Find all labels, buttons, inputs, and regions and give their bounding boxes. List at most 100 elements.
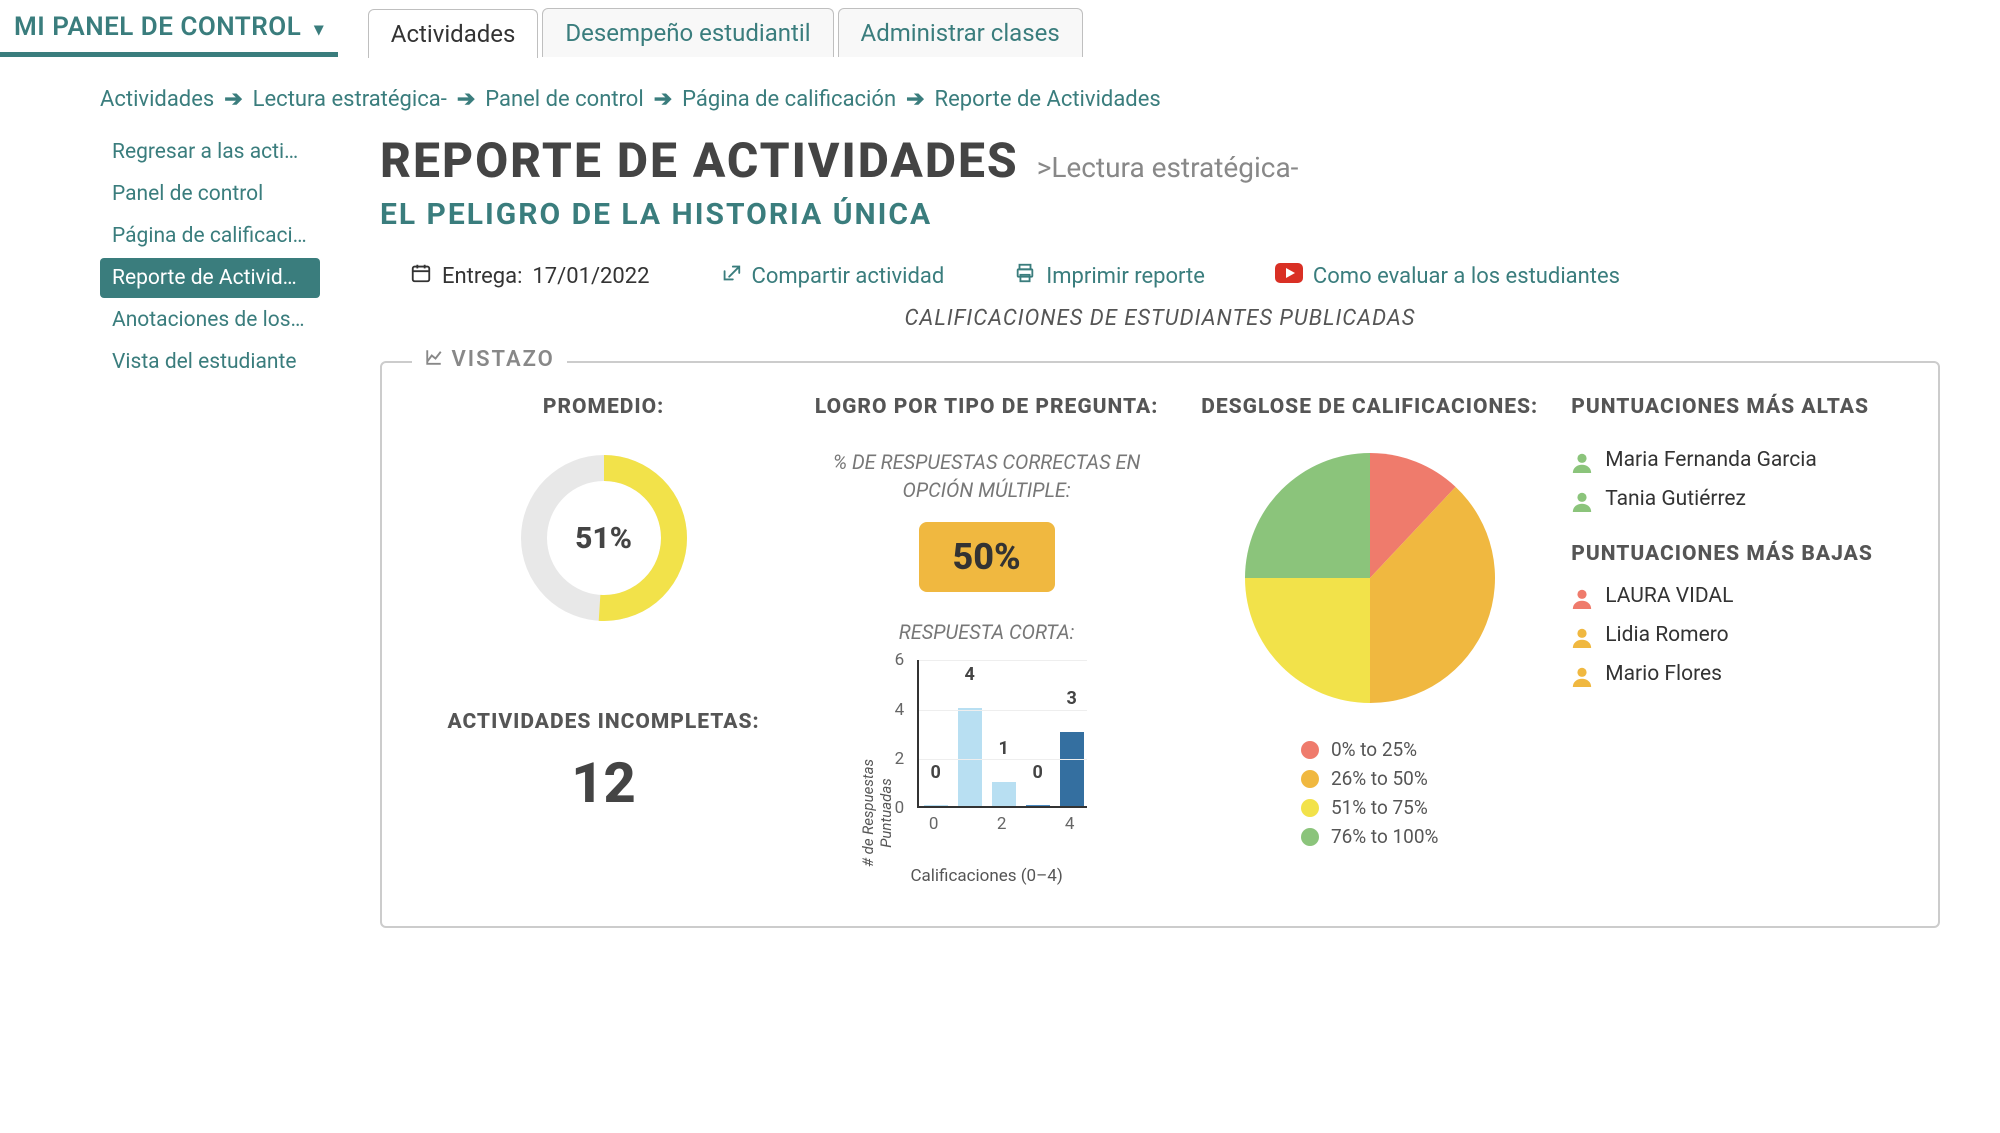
page-title: REPORTE DE ACTIVIDADES — [380, 132, 1019, 189]
bar-ytick: 2 — [895, 749, 905, 769]
share-label: Compartir actividad — [752, 264, 945, 289]
bar — [1060, 732, 1084, 806]
breadcrumb-item[interactable]: Panel de control — [485, 87, 643, 112]
mc-badge: 50% — [919, 522, 1055, 592]
breadcrumb-item[interactable]: Página de calificación — [682, 87, 896, 112]
person-icon — [1571, 587, 1593, 609]
short-response-label: RESPUESTA CORTA: — [899, 620, 1075, 644]
col-scores: PUNTUACIONES MÁS ALTAS Maria Fernanda Ga… — [1571, 393, 1898, 886]
student-name: Mario Flores — [1605, 662, 1722, 686]
sidebar-item[interactable]: Regresar a las activid… — [100, 132, 320, 172]
bar-ylabel: # de Respuestas Puntuadas — [859, 738, 895, 888]
student-item[interactable]: Mario Flores — [1571, 662, 1733, 687]
pie-slice — [1245, 578, 1370, 703]
chart-line-icon — [424, 347, 451, 372]
bar-value-label: 3 — [1066, 688, 1076, 709]
legend-label: 76% to 100% — [1331, 825, 1439, 848]
legend-swatch — [1301, 799, 1319, 817]
youtube-icon — [1275, 263, 1303, 289]
print-icon — [1014, 262, 1036, 290]
due-value: 17/01/2022 — [532, 264, 649, 289]
arrow-right-icon: ➔ — [906, 87, 924, 112]
person-icon — [1571, 490, 1593, 512]
legend-label: 0% to 25% — [1331, 738, 1417, 761]
bar-value-label: 0 — [1032, 762, 1042, 783]
help-video-button[interactable]: Como evaluar a los estudiantes — [1275, 263, 1620, 289]
nav-tabs: ActividadesDesempeño estudiantilAdminist… — [368, 8, 1087, 57]
arrow-right-icon: ➔ — [224, 87, 242, 112]
legend-item: 26% to 50% — [1301, 767, 1439, 790]
bar-ytick: 4 — [895, 700, 905, 720]
student-name: Lidia Romero — [1605, 623, 1728, 647]
legend-item: 51% to 75% — [1301, 796, 1439, 819]
dashboard-dropdown[interactable]: MI PANEL DE CONTROL ▾ — [0, 4, 338, 57]
share-button[interactable]: Compartir actividad — [720, 262, 945, 290]
legend-item: 0% to 25% — [1301, 738, 1439, 761]
student-item[interactable]: Maria Fernanda Garcia — [1571, 448, 1817, 473]
person-icon — [1571, 451, 1593, 473]
activity-title: EL PELIGRO DE LA HISTORIA ÚNICA — [380, 197, 1940, 232]
col-breakdown: DESGLOSE DE CALIFICACIONES: 0% to 25% 26%… — [1188, 393, 1551, 886]
tab-administrar-clases[interactable]: Administrar clases — [838, 8, 1083, 57]
page-subtitle: >Lectura estratégica- — [1037, 151, 1299, 184]
breakdown-legend: 0% to 25% 26% to 50% 51% to 75% 76% to 100% — [1301, 738, 1439, 854]
legend-swatch — [1301, 828, 1319, 846]
arrow-right-icon: ➔ — [654, 87, 672, 112]
bar-xtick: 2 — [997, 814, 1007, 834]
bar-value-label: 1 — [998, 738, 1008, 759]
sidebar-item[interactable]: Vista del estudiante — [100, 342, 320, 382]
due-label: Entrega: — [442, 264, 522, 289]
sidebar-item[interactable]: Reporte de Actividades — [100, 258, 320, 298]
student-item[interactable]: LAURA VIDAL — [1571, 584, 1733, 609]
col-logro: LOGRO POR TIPO DE PREGUNTA: % DE RESPUES… — [805, 393, 1168, 886]
bar-ytick: 0 — [895, 798, 905, 818]
tab-actividades[interactable]: Actividades — [368, 9, 539, 58]
short-response-chart: # de Respuestas Puntuadas 04103 0246 024 — [877, 650, 1097, 860]
bar — [924, 805, 948, 806]
tab-desempeño-estudiantil[interactable]: Desempeño estudiantil — [542, 8, 833, 57]
legend-swatch — [1301, 770, 1319, 788]
bar-value-label: 4 — [964, 664, 974, 685]
breadcrumb-item: Reporte de Actividades — [935, 87, 1161, 112]
incomplete-value: 12 — [571, 750, 636, 816]
promedio-heading: PROMEDIO: — [543, 393, 664, 422]
help-label: Como evaluar a los estudiantes — [1313, 264, 1620, 289]
breadcrumb-item[interactable]: Lectura estratégica- — [253, 87, 447, 112]
student-item[interactable]: Lidia Romero — [1571, 623, 1733, 648]
sidebar-item[interactable]: Anotaciones de los es… — [100, 300, 320, 340]
sidebar-item[interactable]: Panel de control — [100, 174, 320, 214]
student-name: Tania Gutiérrez — [1605, 487, 1746, 511]
promedio-value: 51% — [514, 448, 694, 628]
bar-xtick: 4 — [1065, 814, 1075, 834]
bar — [958, 708, 982, 807]
promedio-donut: 51% — [514, 448, 694, 628]
legend-item: 76% to 100% — [1301, 825, 1439, 848]
person-icon — [1571, 626, 1593, 648]
mc-description: % DE RESPUESTAS CORRECTAS EN OPCIÓN MÚLT… — [805, 448, 1168, 504]
breakdown-pie — [1240, 448, 1500, 708]
breakdown-heading: DESGLOSE DE CALIFICACIONES: — [1201, 393, 1538, 422]
low-scores-heading: PUNTUACIONES MÁS BAJAS — [1571, 542, 1873, 566]
bar — [1026, 805, 1050, 806]
high-scores-heading: PUNTUACIONES MÁS ALTAS — [1571, 393, 1869, 422]
dashboard-label: MI PANEL DE CONTROL — [14, 12, 301, 42]
student-name: Maria Fernanda Garcia — [1605, 448, 1817, 472]
legend-label: 51% to 75% — [1331, 796, 1428, 819]
sidebar-item[interactable]: Página de calificación — [100, 216, 320, 256]
vistazo-panel: VISTAZO PROMEDIO: 51% ACTIVIDADES INCOMP… — [380, 361, 1940, 928]
logro-heading: LOGRO POR TIPO DE PREGUNTA: — [815, 393, 1158, 422]
bar — [992, 782, 1016, 807]
breadcrumb-item[interactable]: Actividades — [100, 87, 214, 112]
print-button[interactable]: Imprimir reporte — [1014, 262, 1205, 290]
vistazo-legend: VISTAZO — [412, 347, 567, 372]
breadcrumb: Actividades ➔ Lectura estratégica- ➔ Panel d… — [100, 87, 1940, 132]
pie-slice — [1245, 453, 1370, 578]
student-name: LAURA VIDAL — [1605, 584, 1733, 608]
student-item[interactable]: Tania Gutiérrez — [1571, 487, 1817, 512]
share-icon — [720, 262, 742, 290]
incomplete-heading: ACTIVIDADES INCOMPLETAS: — [447, 708, 759, 737]
status-line: CALIFICACIONES DE ESTUDIANTES PUBLICADAS — [380, 306, 1940, 331]
bar-ytick: 6 — [895, 650, 905, 670]
calendar-icon — [410, 262, 432, 290]
arrow-right-icon: ➔ — [457, 87, 475, 112]
